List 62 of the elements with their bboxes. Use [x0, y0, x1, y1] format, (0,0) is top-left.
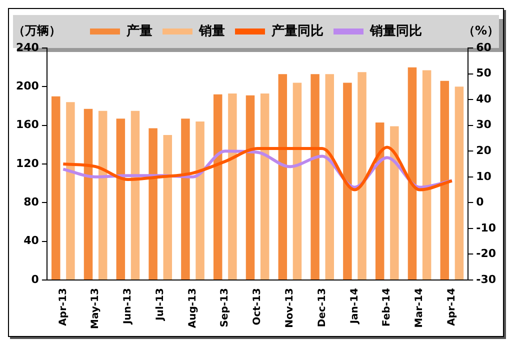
bar — [278, 74, 288, 280]
x-tick-label: Jan-14 — [349, 288, 360, 325]
bar — [343, 82, 352, 280]
legend-label: 销量 — [198, 24, 225, 39]
bar — [310, 74, 320, 280]
y2-tick-label: -10 — [476, 221, 496, 234]
legend-label: 销量同比 — [369, 24, 422, 39]
bar — [246, 95, 255, 280]
x-tick-label: Nov-13 — [284, 288, 296, 328]
bar — [440, 80, 450, 280]
legend-label: 产量同比 — [270, 22, 324, 39]
y-tick-label: 240 — [16, 40, 40, 54]
y2-tick-label: 60 — [476, 40, 492, 54]
y2-tick-label: 40 — [476, 92, 492, 106]
bar — [84, 108, 93, 280]
y2-tick-label: 30 — [476, 118, 492, 132]
x-tick-label: May-13 — [90, 288, 102, 330]
y-tick-label: 0 — [31, 272, 40, 286]
bar — [408, 67, 417, 280]
x-tick-label: Jun-13 — [122, 288, 134, 326]
y-tick-label: 200 — [16, 80, 40, 93]
y-axis-title: （万辆） — [13, 24, 61, 38]
x-tick-label: Aug-13 — [187, 288, 198, 328]
bar — [228, 93, 237, 280]
x-tick-label: Mar-14 — [414, 288, 426, 328]
y2-axis-title: （%） — [462, 24, 499, 38]
y-tick-label: 120 — [16, 156, 40, 170]
bar — [213, 94, 222, 280]
y2-tick-label: -30 — [476, 272, 496, 286]
bar — [260, 93, 270, 280]
bar — [390, 126, 399, 280]
y2-tick-label: 20 — [476, 144, 492, 157]
y2-tick-label: -20 — [476, 247, 496, 260]
bar — [181, 118, 190, 280]
y2-tick-label: 50 — [476, 66, 492, 80]
x-tick-label: Feb-14 — [382, 288, 393, 326]
bar — [148, 128, 158, 280]
y-tick-label: 80 — [24, 196, 40, 209]
y2-tick-label: 0 — [476, 196, 484, 209]
x-tick-label: Dec-13 — [316, 288, 328, 328]
x-tick-label: Jul-13 — [154, 288, 166, 322]
bar — [358, 72, 366, 280]
x-tick-label: Oct-13 — [252, 288, 264, 326]
bar — [292, 82, 302, 280]
legend-label: 产量 — [126, 22, 152, 39]
bar — [51, 96, 60, 280]
bar — [66, 102, 75, 280]
bar — [130, 110, 140, 280]
bar — [454, 86, 464, 280]
bar — [163, 135, 172, 280]
bar — [375, 122, 384, 280]
x-tick-label: Apr-14 — [446, 288, 458, 326]
y-tick-label: 40 — [24, 234, 40, 248]
bar — [325, 74, 334, 280]
bar — [422, 70, 432, 280]
y2-tick-label: 10 — [476, 170, 492, 183]
x-tick-label: Apr-13 — [58, 288, 69, 326]
x-tick-label: Sep-13 — [220, 288, 231, 328]
y-tick-label: 160 — [16, 118, 40, 132]
bar — [98, 110, 108, 280]
bar — [196, 121, 204, 280]
bar — [116, 118, 126, 280]
